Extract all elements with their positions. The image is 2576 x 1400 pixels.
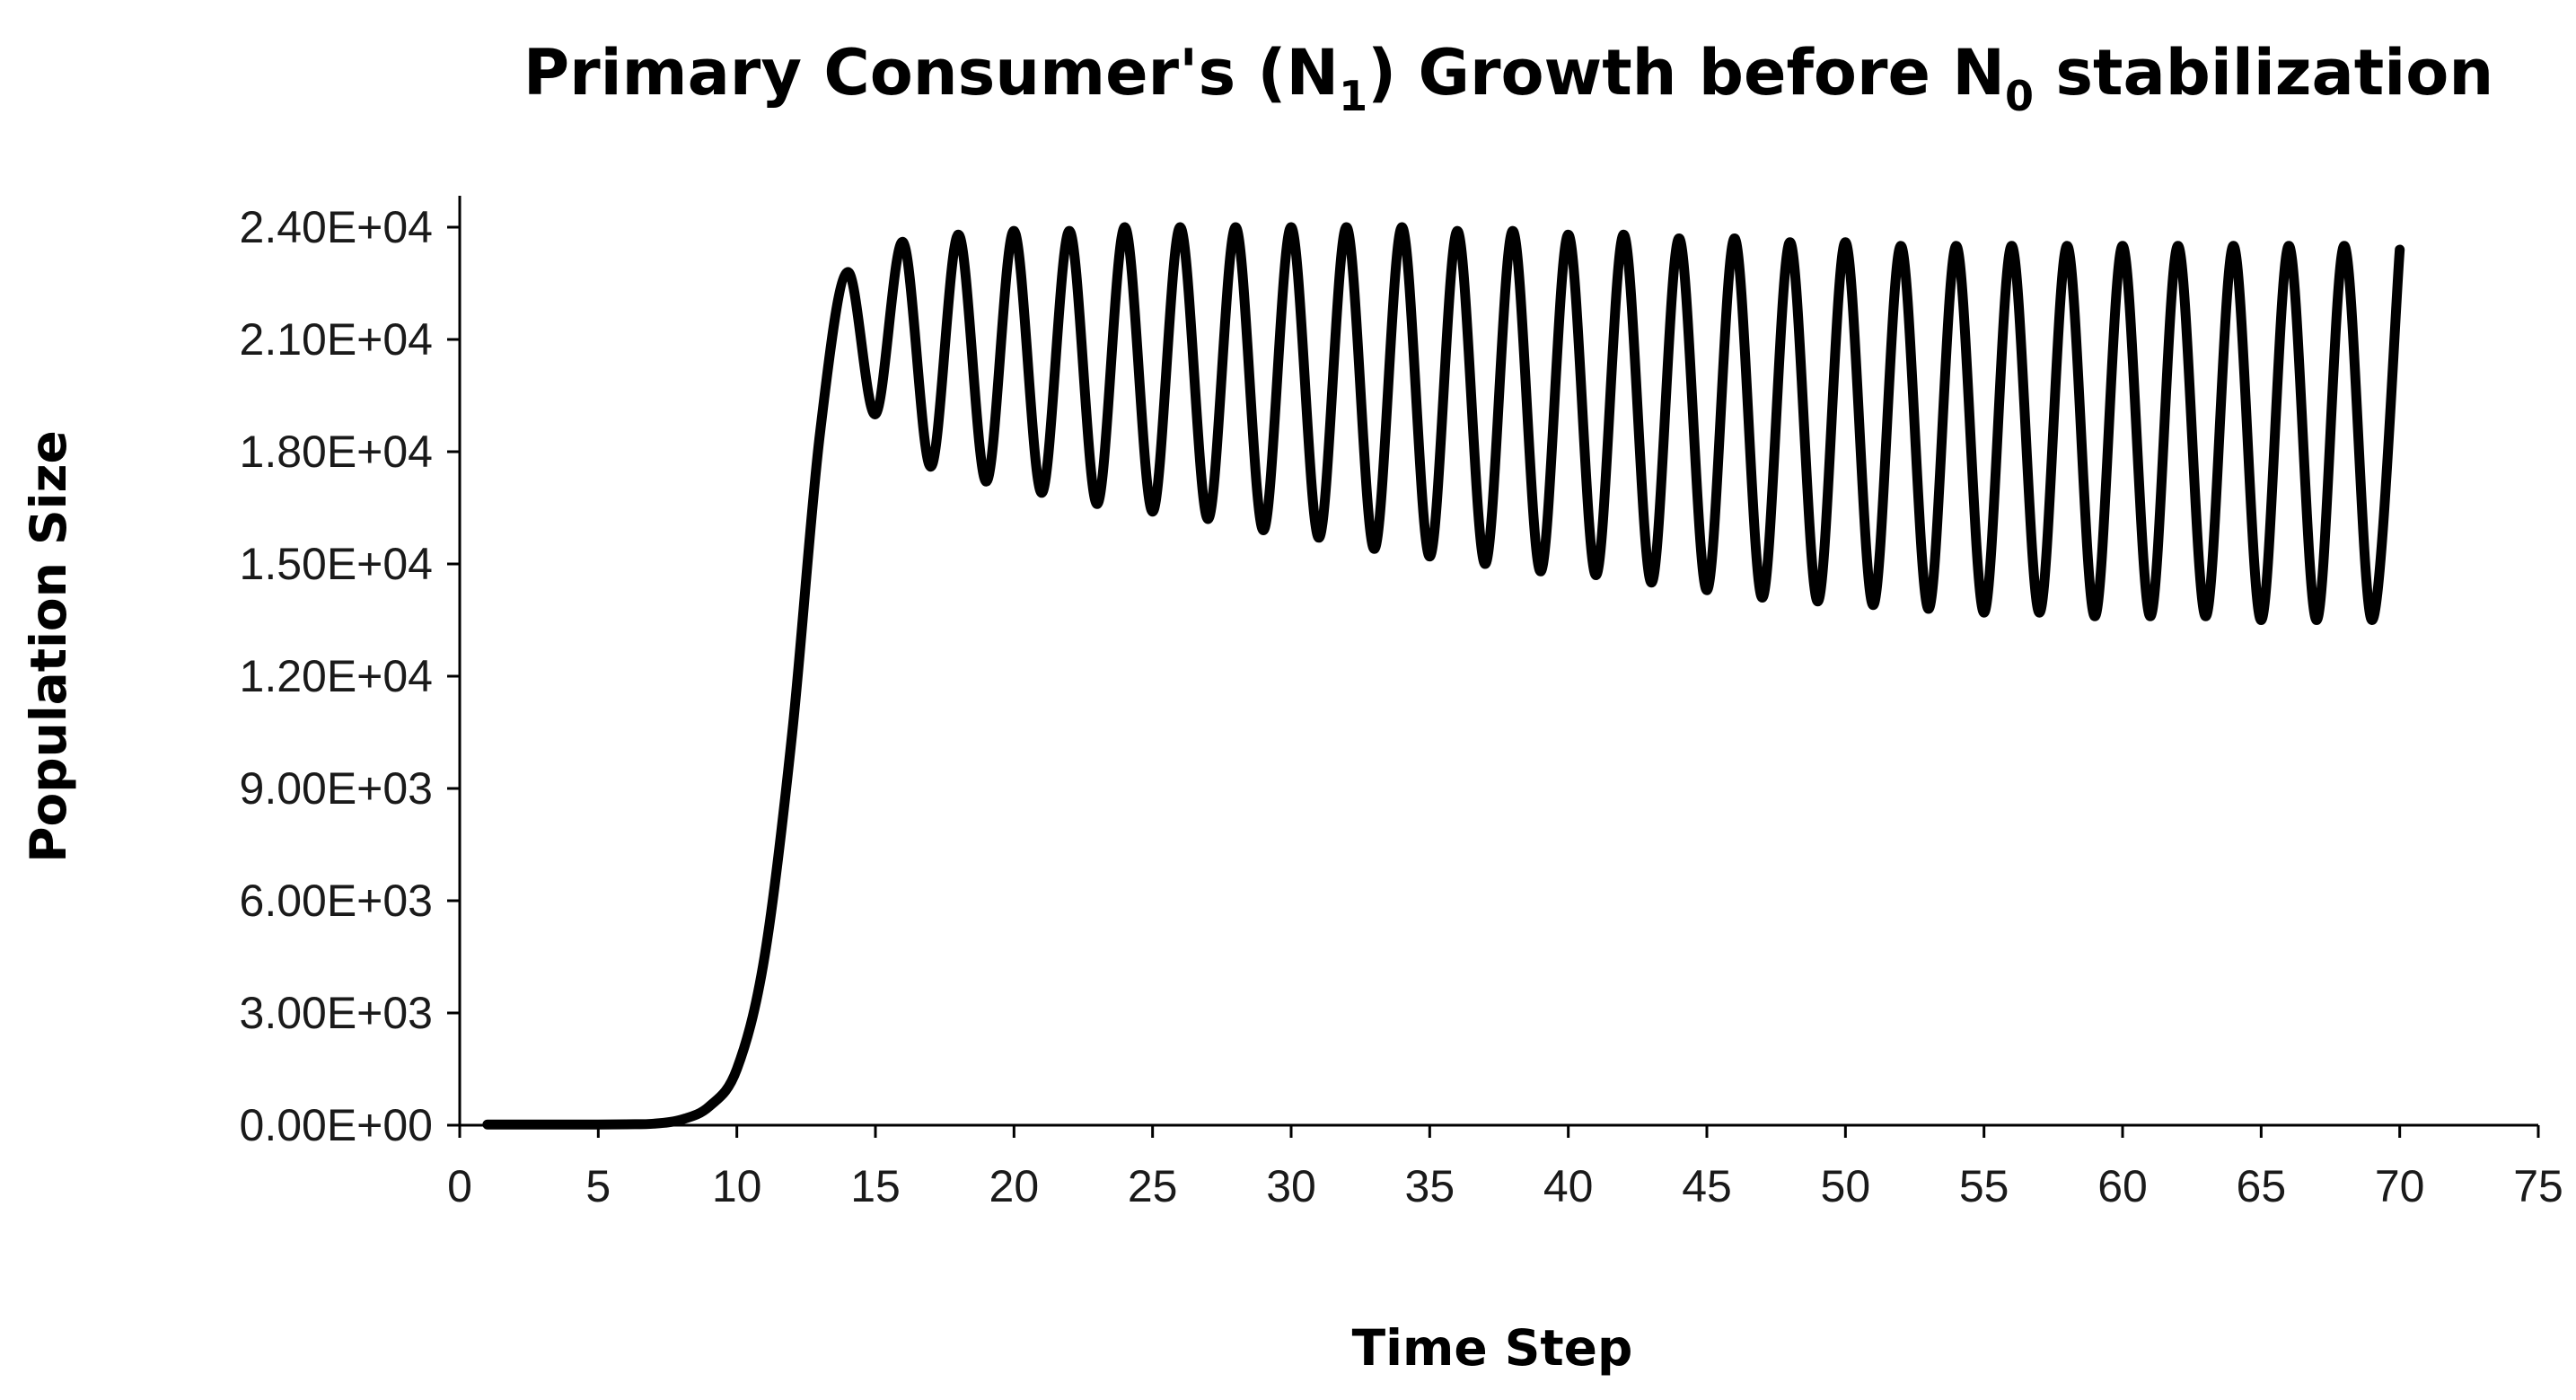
y-tick-label: 6.00E+03: [240, 876, 433, 926]
chart-title: Primary Consumer's (N1) Growth before N0…: [523, 36, 2493, 120]
y-tick-label: 1.50E+04: [240, 539, 433, 589]
x-tick-label: 75: [2513, 1161, 2563, 1211]
x-tick-label: 40: [1543, 1161, 1594, 1211]
y-axis-ticks: 0.00E+00 3.00E+03 6.00E+03 9.00E+03 1.20E+04…: [240, 202, 460, 1150]
x-tick-label: 10: [712, 1161, 762, 1211]
x-axis-ticks: 0 5 10 15 20 25 30 35 40 45 50 55 60 65 70 75: [447, 1125, 2563, 1211]
x-tick-label: 65: [2237, 1161, 2287, 1211]
y-axis-title: Population Size: [20, 430, 77, 863]
series-line-n1: [482, 222, 2405, 1130]
title-subscript-0: 0: [2005, 72, 2034, 120]
y-tick-label: 1.80E+04: [240, 427, 433, 477]
y-tick-label: 1.20E+04: [240, 651, 433, 701]
x-tick-label: 70: [2375, 1161, 2425, 1211]
x-tick-label: 55: [1959, 1161, 2009, 1211]
y-tick-label: 2.10E+04: [240, 314, 433, 365]
y-tick-label: 9.00E+03: [240, 763, 433, 814]
x-axis-title: Time Step: [1352, 1319, 1633, 1377]
x-tick-label: 60: [2097, 1161, 2148, 1211]
x-tick-label: 20: [989, 1161, 1040, 1211]
title-part-mid: ) Growth before N: [1367, 36, 2005, 110]
x-tick-label: 15: [850, 1161, 901, 1211]
series-group: [482, 222, 2405, 1130]
x-tick-label: 35: [1405, 1161, 1455, 1211]
x-tick-label: 5: [585, 1161, 611, 1211]
title-subscript-1: 1: [1339, 72, 1367, 120]
x-tick-label: 0: [447, 1161, 472, 1211]
title-part-end: stabilization: [2034, 36, 2493, 110]
y-tick-label: 3.00E+03: [240, 988, 433, 1038]
title-part-main: Primary Consumer's (N: [523, 36, 1339, 110]
x-tick-label: 30: [1266, 1161, 1316, 1211]
y-tick-label: 0.00E+00: [240, 1100, 433, 1150]
y-tick-label: 2.40E+04: [240, 202, 433, 252]
x-tick-label: 50: [1821, 1161, 1871, 1211]
x-tick-label: 45: [1682, 1161, 1732, 1211]
x-tick-label: 25: [1128, 1161, 1178, 1211]
